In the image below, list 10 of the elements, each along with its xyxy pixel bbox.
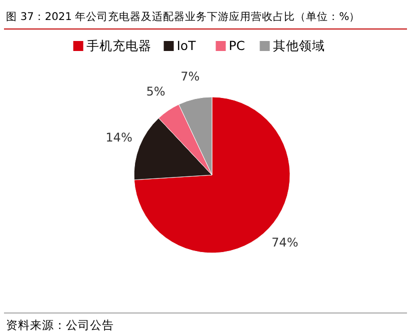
data-label: 14% [106, 130, 132, 144]
legend-label: 手机充电器 [86, 38, 152, 53]
data-label: 5% [146, 84, 166, 99]
legend-label: 其他领域 [272, 38, 325, 53]
data-label: 74% [272, 236, 298, 250]
data-label: 7% [180, 70, 200, 84]
legend-label: IoT [176, 38, 196, 53]
legend-label: PC [228, 38, 246, 53]
chart-title: 图 37：2021 年公司充电器及适配器业务下游应用营收占比（单位：%） [6, 10, 360, 23]
text: 资料来源：公司公告 [6, 318, 114, 332]
